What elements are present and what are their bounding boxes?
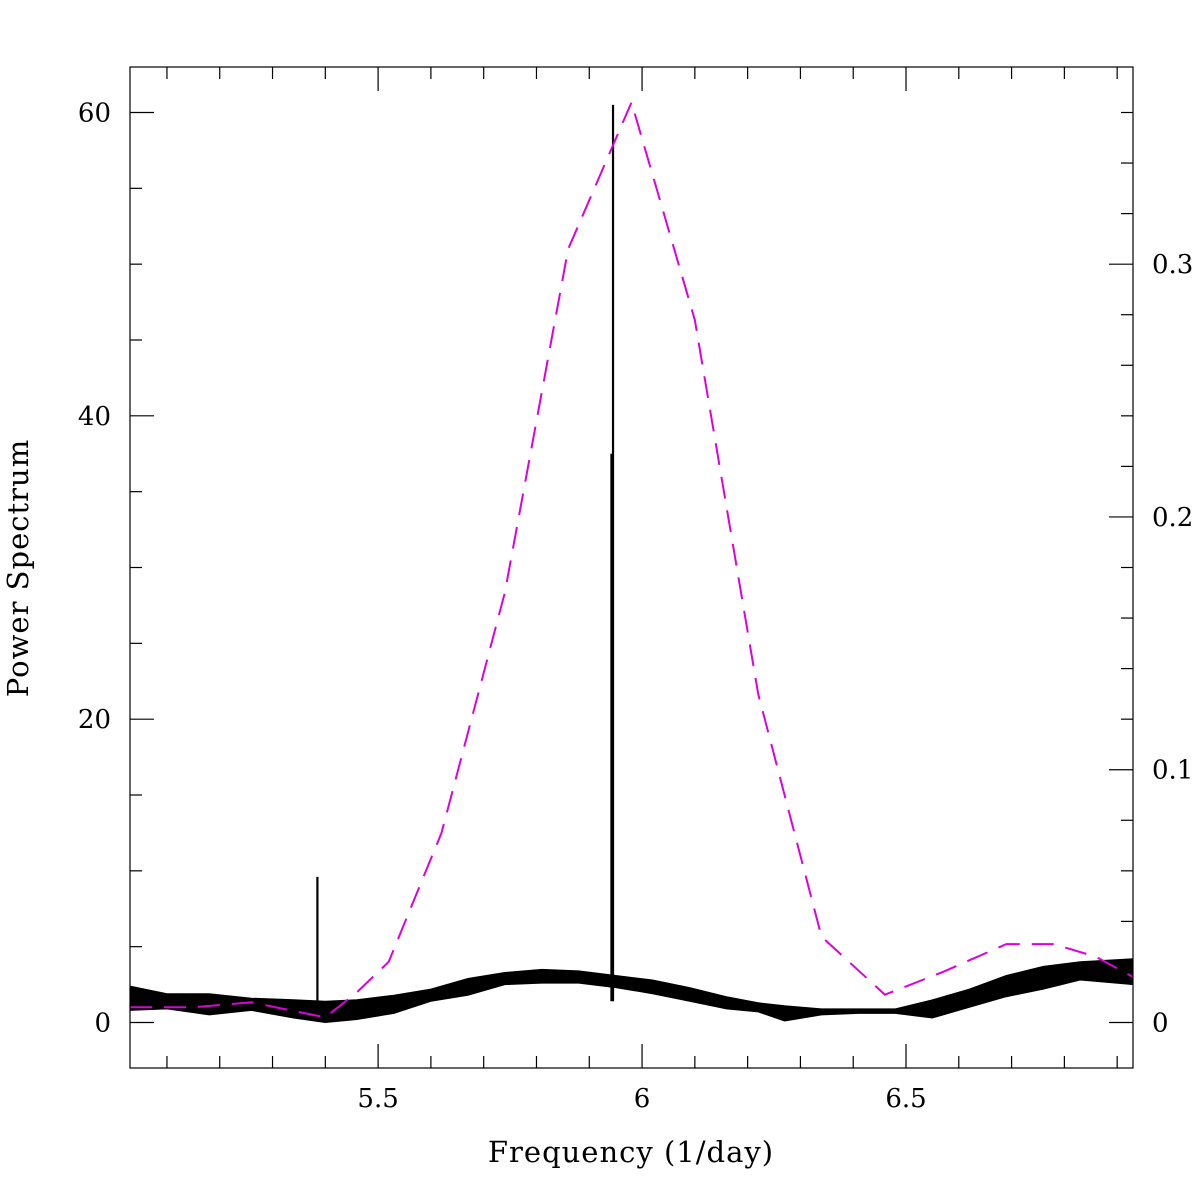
y-tick-label-right: 0.1 <box>1152 756 1193 786</box>
x-tick-label: 6 <box>634 1084 651 1114</box>
plot-frame <box>129 66 1134 1069</box>
magenta-dashed-series <box>130 99 1134 1019</box>
y-tick-label-left: 0 <box>94 1009 111 1039</box>
y-tick-label-right: 0.2 <box>1152 503 1193 533</box>
x-axis-label: Frequency (1/day) <box>488 1135 774 1169</box>
spectrum-band-series <box>129 958 1134 1024</box>
x-tick-label: 6.5 <box>885 1084 926 1114</box>
y-tick-label-left: 20 <box>78 705 111 735</box>
x-tick-label: 5.5 <box>357 1084 398 1114</box>
y-tick-label-right: 0.3 <box>1152 250 1193 280</box>
y-axis-label: Power Spectrum <box>1 439 35 697</box>
y-tick-label-left: 60 <box>78 99 111 129</box>
y-tick-label-left: 40 <box>78 402 111 432</box>
y-tick-label-right: 0 <box>1152 1009 1169 1039</box>
